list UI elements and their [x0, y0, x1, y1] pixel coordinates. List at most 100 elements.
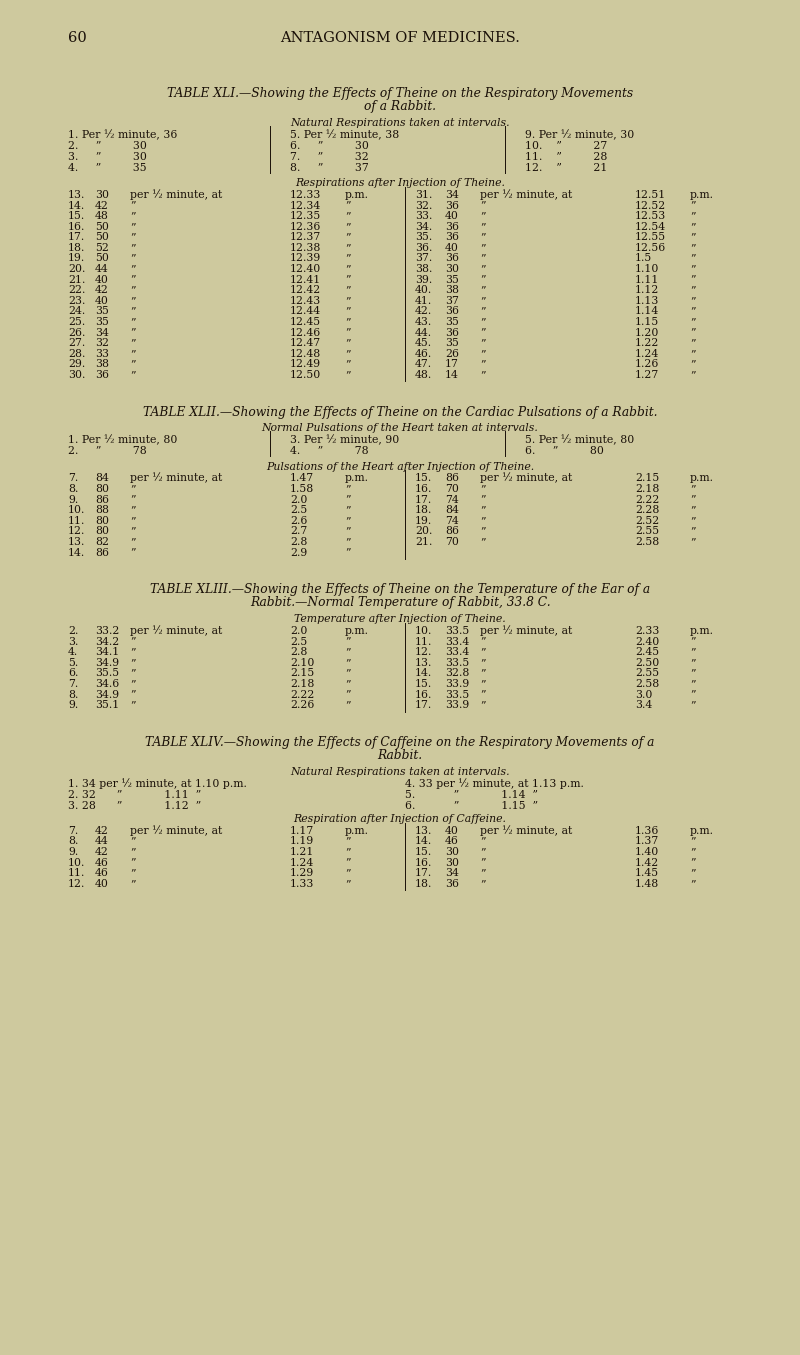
Text: ”: ” [345, 348, 350, 359]
Text: ”: ” [345, 328, 350, 337]
Text: 12.35: 12.35 [290, 211, 322, 221]
Text: 2.50: 2.50 [635, 657, 659, 668]
Text: of a Rabbit.: of a Rabbit. [364, 100, 436, 112]
Text: ”: ” [345, 484, 350, 495]
Text: 26.: 26. [68, 328, 86, 337]
Text: ”: ” [345, 657, 350, 668]
Text: 34: 34 [445, 190, 459, 201]
Text: ”: ” [345, 201, 350, 210]
Text: 34.2: 34.2 [95, 637, 119, 646]
Text: 2.33: 2.33 [635, 626, 659, 635]
Text: ”: ” [130, 836, 135, 847]
Text: 12.49: 12.49 [290, 359, 321, 370]
Text: 1.5: 1.5 [635, 253, 652, 263]
Text: 3.4: 3.4 [635, 701, 652, 710]
Text: p.m.: p.m. [345, 473, 369, 484]
Text: ”: ” [345, 243, 350, 253]
Text: 2.10: 2.10 [290, 657, 314, 668]
Text: 2.5: 2.5 [290, 637, 307, 646]
Text: 1.11: 1.11 [635, 275, 659, 285]
Text: ”: ” [690, 679, 695, 688]
Text: 16.: 16. [415, 858, 432, 867]
Text: ”: ” [690, 328, 695, 337]
Text: 1.15: 1.15 [635, 317, 659, 327]
Text: ”: ” [130, 526, 135, 537]
Text: 86: 86 [445, 526, 459, 537]
Text: 44: 44 [95, 264, 109, 274]
Text: ”: ” [480, 317, 486, 327]
Text: 33.5: 33.5 [445, 626, 470, 635]
Text: 41.: 41. [415, 295, 432, 306]
Text: ”: ” [690, 537, 695, 547]
Text: ”: ” [130, 701, 135, 710]
Text: ”: ” [130, 637, 135, 646]
Text: ”: ” [130, 858, 135, 867]
Text: 2.0: 2.0 [290, 495, 307, 504]
Text: 84: 84 [445, 505, 459, 515]
Text: 2.22: 2.22 [635, 495, 659, 504]
Text: 2.22: 2.22 [290, 690, 314, 699]
Text: 2.     ”         30: 2. ” 30 [68, 141, 147, 150]
Text: 18.: 18. [68, 243, 86, 253]
Text: 4. 33 per ½ minute, at 1.13 p.m.: 4. 33 per ½ minute, at 1.13 p.m. [405, 778, 584, 789]
Text: 14.: 14. [68, 547, 86, 557]
Text: ”: ” [130, 537, 135, 547]
Text: 47.: 47. [415, 359, 432, 370]
Text: 2.8: 2.8 [290, 648, 307, 657]
Text: ”: ” [480, 668, 486, 679]
Text: 11.: 11. [415, 637, 432, 646]
Text: ”: ” [130, 869, 135, 878]
Text: 2.15: 2.15 [635, 473, 659, 484]
Text: ”: ” [480, 359, 486, 370]
Text: ”: ” [480, 516, 486, 526]
Text: ”: ” [130, 484, 135, 495]
Text: Natural Respirations taken at intervals.: Natural Respirations taken at intervals. [290, 118, 510, 127]
Text: 44: 44 [95, 836, 109, 847]
Text: 17.: 17. [415, 701, 432, 710]
Text: ”: ” [345, 306, 350, 317]
Text: ”: ” [690, 348, 695, 359]
Text: ”: ” [480, 275, 486, 285]
Text: 35: 35 [445, 317, 459, 327]
Text: 50: 50 [95, 253, 109, 263]
Text: 2.18: 2.18 [290, 679, 314, 688]
Text: TABLE XLIV.—Showing the Effects of Caffeine on the Respiratory Movements of a: TABLE XLIV.—Showing the Effects of Caffe… [146, 736, 654, 749]
Text: per ½ minute, at: per ½ minute, at [480, 625, 572, 635]
Text: 34.: 34. [415, 222, 432, 232]
Text: 70: 70 [445, 484, 459, 495]
Text: 40: 40 [445, 243, 459, 253]
Text: 2.58: 2.58 [635, 537, 659, 547]
Text: 1.17: 1.17 [290, 825, 314, 836]
Text: 12.51: 12.51 [635, 190, 666, 201]
Text: 80: 80 [95, 484, 109, 495]
Text: ”: ” [345, 211, 350, 221]
Text: 1.21: 1.21 [290, 847, 314, 856]
Text: 36: 36 [445, 306, 459, 317]
Text: 30.: 30. [68, 370, 86, 379]
Text: ”: ” [345, 339, 350, 348]
Text: 1.47: 1.47 [290, 473, 314, 484]
Text: ”: ” [130, 211, 135, 221]
Text: ”: ” [480, 648, 486, 657]
Text: 33.9: 33.9 [445, 701, 470, 710]
Text: 40: 40 [445, 211, 459, 221]
Text: 16.: 16. [415, 690, 432, 699]
Text: 40: 40 [445, 825, 459, 836]
Text: 40: 40 [95, 295, 109, 306]
Text: p.m.: p.m. [345, 825, 369, 836]
Text: 12.36: 12.36 [290, 222, 322, 232]
Text: ”: ” [480, 657, 486, 668]
Text: 1.42: 1.42 [635, 858, 659, 867]
Text: ”: ” [480, 348, 486, 359]
Text: 12.38: 12.38 [290, 243, 322, 253]
Text: ”: ” [130, 679, 135, 688]
Text: ”: ” [345, 547, 350, 557]
Text: per ½ minute, at: per ½ minute, at [130, 190, 222, 201]
Text: 21.: 21. [68, 275, 86, 285]
Text: 12.53: 12.53 [635, 211, 666, 221]
Text: 17: 17 [445, 359, 459, 370]
Text: 15.: 15. [415, 679, 432, 688]
Text: 34.1: 34.1 [95, 648, 119, 657]
Text: 12.44: 12.44 [290, 306, 321, 317]
Text: 9. Per ½ minute, 30: 9. Per ½ minute, 30 [525, 129, 634, 140]
